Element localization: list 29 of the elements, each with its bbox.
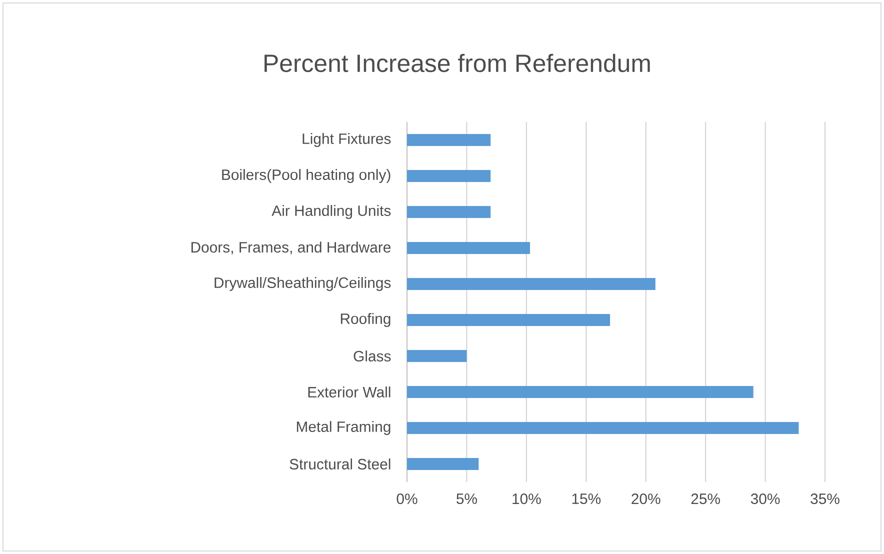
bar — [407, 350, 467, 362]
y-tick-label: Metal Framing — [296, 421, 390, 435]
y-tick-label: Structural Steel — [290, 458, 390, 470]
x-tick-label: 25% — [691, 494, 720, 504]
y-tick-label: Drywall/Sheathing/Ceilings — [214, 277, 391, 291]
bar — [407, 170, 491, 182]
y-tick-label: Air Handling Units — [272, 205, 391, 219]
y-tick-label: Doors, Frames, and Hardware — [191, 242, 391, 254]
x-tick-label: 15% — [572, 494, 601, 504]
bar — [407, 206, 491, 218]
bar — [407, 242, 530, 254]
y-tick-label: Light Fixtures — [302, 133, 391, 147]
x-tick-label: 35% — [810, 494, 840, 504]
y-tick-label: Exterior Wall — [308, 386, 390, 398]
bar — [407, 422, 799, 434]
x-tick-label: 10% — [512, 494, 541, 504]
y-tick-label: Glass — [354, 350, 391, 362]
bar — [407, 314, 610, 326]
chart-title: Percent Increase from Referendum — [264, 54, 650, 72]
bar — [407, 278, 656, 290]
y-tick-label: Boilers(Pool heating only) — [222, 169, 390, 183]
x-tick-label: 30% — [750, 494, 780, 504]
x-tick-label: 5% — [456, 494, 477, 504]
bar — [407, 386, 754, 398]
x-tick-label: 0% — [396, 494, 418, 504]
bar — [407, 458, 479, 470]
bar — [407, 134, 491, 146]
x-tick-label: 20% — [632, 494, 660, 504]
y-tick-label: Roofing — [340, 313, 390, 327]
